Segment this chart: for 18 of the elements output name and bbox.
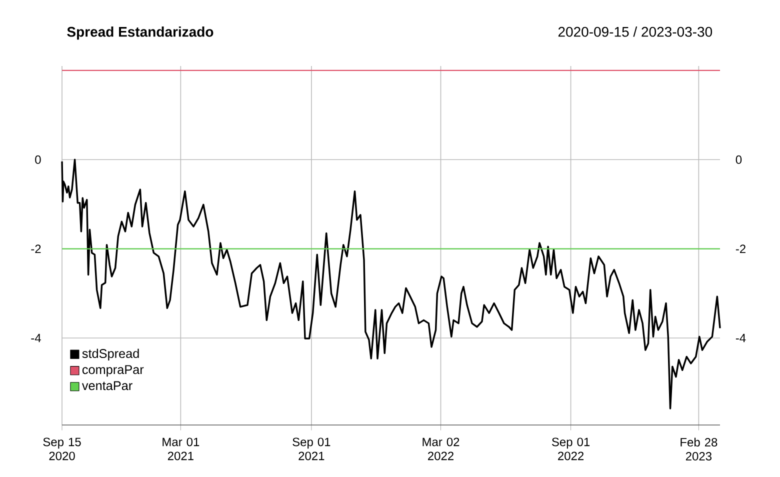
- y-tick-label: 0: [35, 155, 41, 164]
- line-series: [61, 158, 721, 410]
- y-tick-label: -2: [31, 244, 41, 254]
- legend-label: ventaPar: [82, 381, 132, 390]
- chart-title: Spread Estandarizado: [67, 26, 214, 40]
- x-tick-label: Feb 28 2023: [680, 438, 718, 461]
- x-tick-label: Mar 01 2021: [162, 438, 200, 460]
- chart-subtitle: 2020-09-15 / 2023-03-30: [558, 26, 712, 37]
- y2-tick-label: 0: [736, 155, 742, 164]
- x-tick-label: Sep 01 2022: [552, 438, 590, 460]
- y2-tick-label: -2: [736, 244, 746, 254]
- legend-label: stdSpread: [82, 348, 139, 361]
- x-tick-label: Sep 01 2021: [292, 438, 330, 460]
- x-tick-label: Sep 15 2020: [43, 438, 81, 460]
- x-tick-label: Mar 02 2022: [422, 438, 460, 460]
- y-tick-label: -4: [31, 334, 41, 342]
- y2-tick-label: -4: [736, 334, 746, 342]
- legend-label: compraPar: [82, 365, 144, 377]
